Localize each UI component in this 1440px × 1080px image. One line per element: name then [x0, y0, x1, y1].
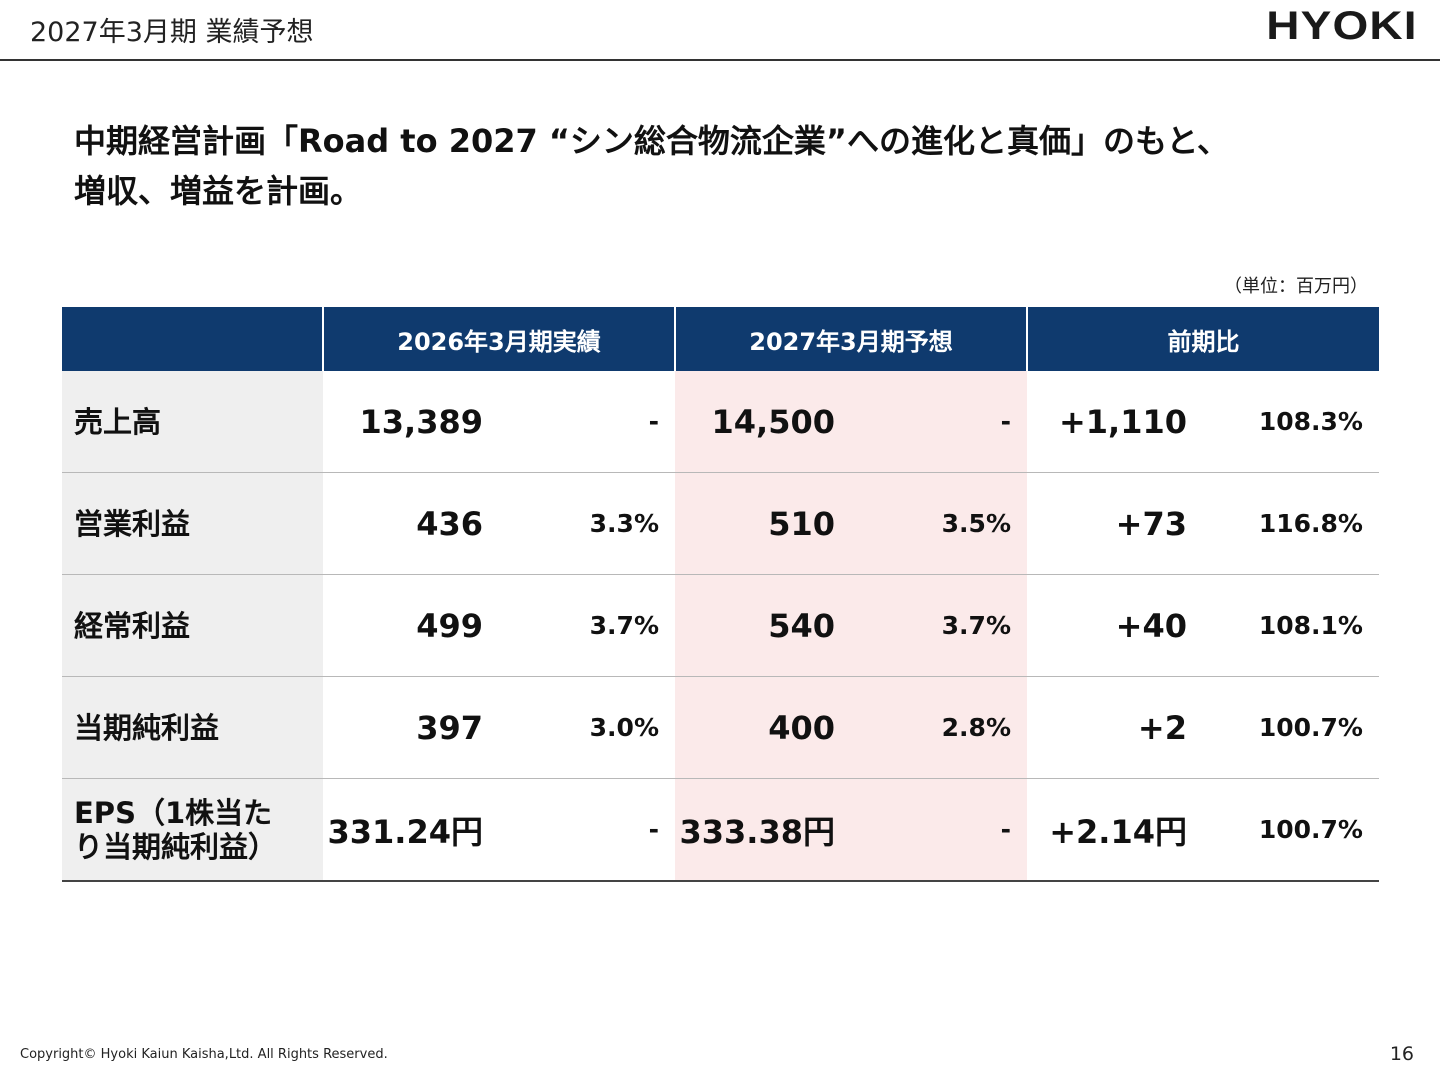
- yoy-difference: +40: [1027, 574, 1203, 677]
- table-row-net-income: 当期純利益 397 3.0% 400 2.8% +2 100.7%: [62, 676, 1379, 779]
- page-number: 16: [1389, 1043, 1414, 1065]
- table-row-eps: EPS（1株当た り当期純利益） 331.24円 - 333.38円 - +2.1…: [62, 778, 1379, 882]
- results-table: 2026年3月期実績 2027年3月期予想 前期比 売上高 13,389 - 1…: [62, 307, 1379, 882]
- yoy-ratio: 100.7%: [1203, 778, 1379, 882]
- forecast-value: 400: [675, 676, 851, 779]
- forecast-margin: 2.8%: [851, 676, 1027, 779]
- forecast-value: 510: [675, 472, 851, 575]
- forecast-value: 333.38円: [675, 778, 851, 882]
- yoy-ratio: 100.7%: [1203, 676, 1379, 779]
- yoy-ratio: 116.8%: [1203, 472, 1379, 575]
- table-row-ordinary-profit: 経常利益 499 3.7% 540 3.7% +40 108.1%: [62, 574, 1379, 677]
- forecast-margin: -: [851, 778, 1027, 882]
- row-label: 経常利益: [62, 574, 323, 677]
- yoy-ratio: 108.1%: [1203, 574, 1379, 677]
- actual-margin: -: [499, 778, 675, 882]
- actual-value: 397: [323, 676, 499, 779]
- actual-value: 13,389: [323, 371, 499, 473]
- actual-value: 499: [323, 574, 499, 677]
- table-row-net-sales: 売上高 13,389 - 14,500 - +1,110 108.3%: [62, 371, 1379, 473]
- table-row-operating-profit: 営業利益 436 3.3% 510 3.5% +73 116.8%: [62, 472, 1379, 575]
- yoy-difference: +73: [1027, 472, 1203, 575]
- row-label: 営業利益: [62, 472, 323, 575]
- forecast-margin: 3.5%: [851, 472, 1027, 575]
- copyright-notice: Copyright© Hyoki Kaiun Kaisha,Ltd. All R…: [20, 1047, 388, 1062]
- forecast-value: 540: [675, 574, 851, 677]
- yoy-ratio: 108.3%: [1203, 371, 1379, 473]
- slide-title: 2027年3月期 業績予想: [30, 17, 314, 48]
- actual-value: 331.24円: [323, 778, 499, 882]
- forecast-margin: 3.7%: [851, 574, 1027, 677]
- row-label: 当期純利益: [62, 676, 323, 779]
- yoy-difference: +2.14円: [1027, 778, 1203, 882]
- unit-note: （単位：百万円）: [1224, 276, 1368, 297]
- actual-margin: 3.0%: [499, 676, 675, 779]
- headline: 中期経営計画「Road to 2027 “シン総合物流企業”への進化と真価」のも…: [74, 116, 1394, 216]
- header-divider: [0, 59, 1440, 61]
- yoy-difference: +2: [1027, 676, 1203, 779]
- actual-margin: -: [499, 371, 675, 473]
- row-label-line-1: EPS（1株当た: [74, 795, 273, 830]
- actual-margin: 3.3%: [499, 472, 675, 575]
- column-header-yoy: 前期比: [1026, 307, 1379, 371]
- actual-value: 436: [323, 472, 499, 575]
- row-label: 売上高: [62, 371, 323, 473]
- forecast-value: 14,500: [675, 371, 851, 473]
- column-header-actual: 2026年3月期実績: [322, 307, 675, 371]
- headline-line-1: 中期経営計画「Road to 2027 “シン総合物流企業”への進化と真価」のも…: [74, 122, 1230, 160]
- actual-margin: 3.7%: [499, 574, 675, 677]
- headline-line-2: 増収、増益を計画。: [74, 172, 363, 210]
- row-label-line-2: り当期純利益）: [74, 829, 278, 864]
- company-logo: HYOKI: [1266, 4, 1418, 48]
- forecast-margin: -: [851, 371, 1027, 473]
- table-header-row: 2026年3月期実績 2027年3月期予想 前期比: [62, 307, 1379, 371]
- yoy-difference: +1,110: [1027, 371, 1203, 473]
- row-label: EPS（1株当た り当期純利益）: [62, 778, 323, 882]
- column-header-forecast: 2027年3月期予想: [674, 307, 1027, 371]
- header-corner-cell: [62, 307, 323, 371]
